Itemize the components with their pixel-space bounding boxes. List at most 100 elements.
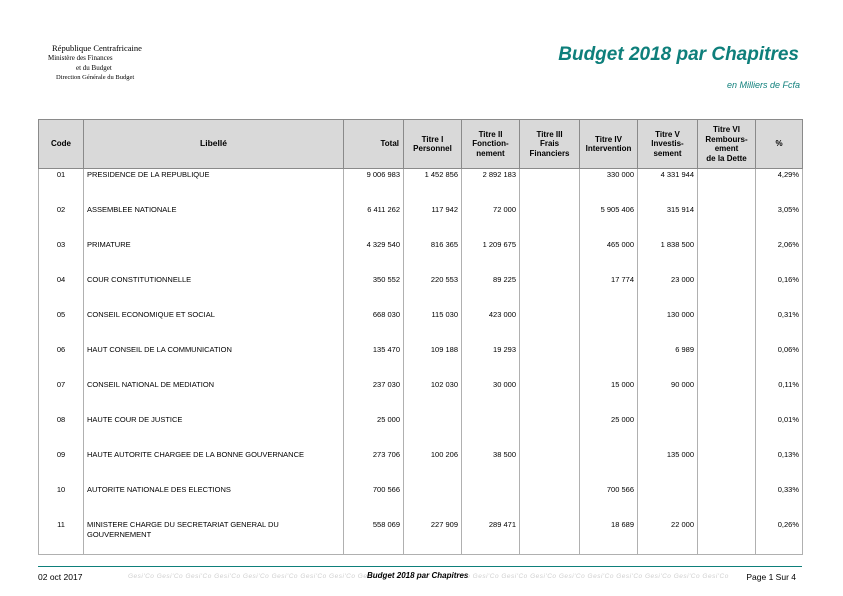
cell-code: 04 <box>38 274 84 309</box>
footer-title: Budget 2018 par Chapitres <box>367 571 469 580</box>
cell-total: 668 030 <box>343 309 404 344</box>
cell-titre-3 <box>519 274 580 309</box>
page-footer: 02 oct 2017 Gesi'Co Gesi'Co Gesi'Co Gesi… <box>38 566 802 587</box>
cell-code: 06 <box>38 344 84 379</box>
cell-titre-1 <box>403 484 462 519</box>
cell-titre-1: 1 452 856 <box>403 168 462 204</box>
table-row: 10 AUTORITE NATIONALE DES ELECTIONS 700 56… <box>38 484 803 519</box>
cell-titre-6 <box>697 309 756 344</box>
table-row: 11 MINISTERE CHARGE DU SECRETARIAT GENERA… <box>38 519 803 555</box>
cell-percent: 4,29% <box>755 168 803 204</box>
header-titre-2: Titre II Fonction- nement <box>461 119 520 169</box>
header-titre-6: Titre VI Rembours- ement de la Dette <box>697 119 756 169</box>
cell-code: 03 <box>38 239 84 274</box>
header-percent: % <box>755 119 803 169</box>
cell-percent: 0,33% <box>755 484 803 519</box>
direction-name: Direction Générale du Budget <box>56 74 135 81</box>
cell-libelle: AUTORITE NATIONALE DES ELECTIONS <box>83 484 344 519</box>
cell-titre-1: 109 188 <box>403 344 462 379</box>
cell-titre-4 <box>579 309 638 344</box>
cell-percent: 0,13% <box>755 449 803 484</box>
country-name: République Centrafricaine <box>52 43 142 53</box>
cell-percent: 0,01% <box>755 414 803 449</box>
cell-code: 08 <box>38 414 84 449</box>
cell-titre-5: 22 000 <box>637 519 698 555</box>
cell-total: 273 706 <box>343 449 404 484</box>
cell-libelle: HAUT CONSEIL DE LA COMMUNICATION <box>83 344 344 379</box>
cell-titre-6 <box>697 414 756 449</box>
cell-titre-5: 1 838 500 <box>637 239 698 274</box>
cell-titre-5: 130 000 <box>637 309 698 344</box>
ministry-header: République Centrafricaine Ministère des … <box>38 42 178 83</box>
header-titre-4-line1: Titre IV <box>595 134 622 144</box>
header-total: Total <box>343 119 404 169</box>
cell-libelle: COUR CONSTITUTIONNELLE <box>83 274 344 309</box>
cell-percent: 0,26% <box>755 519 803 555</box>
cell-titre-1: 816 365 <box>403 239 462 274</box>
header-titre-2-line3: nement <box>476 148 505 158</box>
cell-titre-6 <box>697 449 756 484</box>
cell-percent: 0,06% <box>755 344 803 379</box>
header-titre-3-line2: Frais <box>539 139 560 149</box>
header-titre-1-line2: Personnel <box>413 144 452 153</box>
cell-titre-2: 19 293 <box>461 344 520 379</box>
header-libelle: Libellé <box>83 119 344 169</box>
cell-titre-1: 115 030 <box>403 309 462 344</box>
header-titre-1-line1: Titre I <box>421 134 444 144</box>
header-titre-2-line1: Titre II <box>478 129 503 139</box>
cell-titre-5: 4 331 944 <box>637 168 698 204</box>
cell-titre-5: 135 000 <box>637 449 698 484</box>
table-row: 09 HAUTE AUTORITE CHARGEE DE LA BONNE GOU… <box>38 449 803 484</box>
cell-titre-1: 102 030 <box>403 379 462 414</box>
cell-titre-4: 465 000 <box>579 239 638 274</box>
table-header: Code Libellé Total Titre I Personnel Tit… <box>38 119 803 169</box>
header-titre-6-line1: Titre VI <box>713 125 740 134</box>
cell-titre-6 <box>697 204 756 239</box>
table-row: 02 ASSEMBLEE NATIONALE 6 411 262 117 942 72 … <box>38 204 803 239</box>
footer-date: 02 oct 2017 <box>38 572 83 582</box>
cell-code: 10 <box>38 484 84 519</box>
table-row: 04 COUR CONSTITUTIONNELLE 350 552 220 553 89… <box>38 274 803 309</box>
cell-titre-2 <box>461 484 520 519</box>
cell-titre-3 <box>519 239 580 274</box>
cell-code: 11 <box>38 519 84 555</box>
document-title: Budget 2018 par Chapitres <box>558 44 799 65</box>
cell-total: 9 006 983 <box>343 168 404 204</box>
table-row: 03 PRIMATURE 4 329 540 816 365 1 209 675 465 … <box>38 239 803 274</box>
cell-libelle: HAUTE COUR DE JUSTICE <box>83 414 344 449</box>
cell-libelle: PRIMATURE <box>83 239 344 274</box>
cell-titre-3 <box>519 309 580 344</box>
cell-titre-5 <box>637 414 698 449</box>
cell-titre-5: 315 914 <box>637 204 698 239</box>
cell-code: 02 <box>38 204 84 239</box>
ministry-name-line1: Ministère des Finances <box>48 54 113 62</box>
cell-libelle: MINISTERE CHARGE DU SECRETARIAT GENERAL … <box>83 519 344 555</box>
table-row: 06 HAUT CONSEIL DE LA COMMUNICATION 135 47… <box>38 344 803 379</box>
cell-titre-3 <box>519 204 580 239</box>
cell-libelle: CONSEIL ECONOMIQUE ET SOCIAL <box>83 309 344 344</box>
header-titre-3-line1: Titre III <box>536 129 563 139</box>
cell-titre-5: 23 000 <box>637 274 698 309</box>
cell-titre-2: 89 225 <box>461 274 520 309</box>
cell-percent: 2,06% <box>755 239 803 274</box>
cell-titre-3 <box>519 344 580 379</box>
table-row: 08 HAUTE COUR DE JUSTICE 25 000 25 000 0,01% <box>38 414 803 449</box>
cell-percent: 0,11% <box>755 379 803 414</box>
cell-titre-4 <box>579 344 638 379</box>
header-titre-4-line2: Intervention <box>585 144 632 153</box>
ministry-name-line2: et du Budget <box>76 63 112 72</box>
header-titre-6-line4: de la Dette <box>706 153 747 163</box>
budget-table: Code Libellé Total Titre I Personnel Tit… <box>38 119 803 555</box>
cell-percent: 0,31% <box>755 309 803 344</box>
cell-titre-3 <box>519 168 580 204</box>
cell-percent: 0,16% <box>755 274 803 309</box>
cell-code: 09 <box>38 449 84 484</box>
table-row: 01 PRESIDENCE DE LA REPUBLIQUE 9 006 983 1 … <box>38 168 803 204</box>
cell-total: 700 566 <box>343 484 404 519</box>
cell-titre-1: 100 206 <box>403 449 462 484</box>
table-row: 05 CONSEIL ECONOMIQUE ET SOCIAL 668 030 115… <box>38 309 803 344</box>
cell-titre-2: 423 000 <box>461 309 520 344</box>
cell-titre-6 <box>697 168 756 204</box>
cell-titre-1: 220 553 <box>403 274 462 309</box>
table-row: 07 CONSEIL NATIONAL DE MEDIATION 237 030 10… <box>38 379 803 414</box>
